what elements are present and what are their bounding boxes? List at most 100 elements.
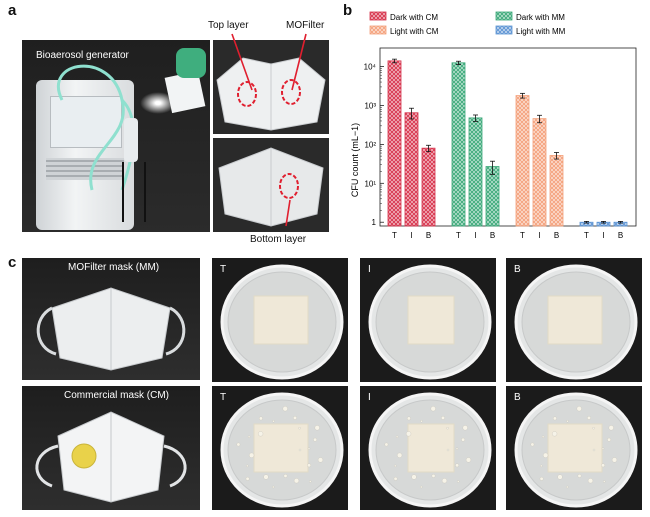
cm-mask-photo: Commercial mask (CM) (22, 386, 200, 510)
colony (307, 463, 311, 468)
colony (406, 431, 412, 437)
y-tick-label: 10¹ (364, 179, 376, 188)
highlight-circle-filter (281, 79, 301, 105)
colony (263, 474, 269, 480)
colony (407, 416, 411, 421)
colony (457, 480, 460, 483)
nebulizer (124, 118, 138, 162)
petri-plate: B (506, 386, 642, 510)
bottom-layer-label: Bottom layer (250, 234, 307, 245)
x-tick-label: B (426, 231, 431, 240)
highlight-circle-bottom (279, 173, 299, 199)
x-tick-label: B (554, 231, 559, 240)
colony (397, 452, 403, 458)
x-tick-label: I (410, 231, 412, 240)
colony (236, 442, 241, 447)
colony (393, 476, 398, 481)
petri-drawing (514, 392, 638, 508)
filter-square (407, 295, 455, 345)
colony (258, 431, 264, 437)
colony (446, 448, 450, 452)
petri-drawing (220, 264, 344, 380)
colony (395, 435, 399, 438)
colony (541, 435, 545, 438)
bar (404, 112, 419, 227)
colony (608, 425, 614, 431)
highlight-circle-top (237, 81, 257, 107)
colony (592, 448, 596, 452)
colony (540, 464, 543, 468)
colony (282, 406, 288, 412)
bar (515, 95, 530, 227)
mm-mask-drawing (36, 287, 186, 371)
plate-label: B (514, 264, 521, 275)
x-tick-label: T (584, 231, 589, 240)
bar (532, 118, 547, 227)
colony (430, 406, 436, 412)
petri-drawing (220, 392, 344, 508)
x-tick-label: T (392, 231, 397, 240)
y-tick-label: 10² (364, 140, 376, 149)
x-tick-label: I (538, 231, 540, 240)
glove-hand (176, 48, 206, 78)
y-axis-label: CFU count (mL−1) (350, 123, 360, 197)
colony (298, 427, 301, 430)
colony (566, 485, 569, 489)
plot-frame (379, 47, 637, 227)
legend-swatch (495, 11, 513, 21)
cfu-bar-chart: Dark with CM Dark with MM Light with CM Lig… (350, 11, 637, 240)
filter-square (253, 423, 309, 473)
mask-bottom-photo (213, 138, 329, 232)
filter-square (547, 295, 603, 345)
colony (611, 457, 618, 463)
top-layer-label: Top layer (208, 20, 249, 31)
colony (314, 425, 320, 431)
x-tick-label: B (490, 231, 495, 240)
cm-mask-label: Commercial mask (CM) (64, 390, 169, 401)
colony (446, 427, 449, 430)
colony (431, 474, 436, 478)
colony (411, 474, 417, 480)
tripod (122, 162, 146, 222)
legend-swatch (369, 25, 387, 35)
bar (451, 62, 466, 227)
colony (465, 457, 472, 463)
colony (247, 435, 251, 438)
colony (420, 485, 423, 489)
legend-label: Light with MM (516, 27, 566, 36)
colony (592, 427, 595, 430)
colony (552, 431, 558, 437)
colony (462, 425, 468, 431)
colony (601, 447, 605, 450)
bar (421, 147, 436, 227)
colony (553, 416, 557, 421)
panel-letter-b: b (343, 2, 353, 19)
chart-legend: Dark with CM Dark with MM Light with CM Lig… (369, 11, 566, 36)
x-tick-label: B (618, 231, 623, 240)
colony (293, 416, 297, 420)
mm-mask-photo: MOFilter mask (MM) (22, 258, 200, 380)
mm-mask-label: MOFilter mask (MM) (68, 262, 160, 273)
mask-top-photo (213, 40, 329, 134)
legend-label: Dark with CM (390, 13, 438, 22)
panel-letter-a: a (8, 2, 17, 19)
plate-label: T (220, 264, 227, 275)
filter-square (253, 295, 309, 345)
colony (441, 416, 445, 420)
colony (601, 463, 605, 468)
colony (603, 480, 606, 483)
petri-plate: I (360, 386, 496, 510)
colony (259, 416, 263, 421)
colony (566, 420, 569, 423)
colony (246, 464, 249, 468)
x-tick-label: T (456, 231, 461, 240)
colony (587, 478, 594, 484)
colony (293, 478, 300, 484)
colony (272, 420, 275, 423)
y-tick-label: 1 (372, 218, 377, 227)
mist-cloud (140, 92, 176, 114)
plate-label: I (368, 392, 371, 403)
chart-axes: 1 10¹ 10² 10³ 10⁴ T I B T I B T I B T I B (364, 47, 637, 240)
petri-plate: B (506, 258, 642, 382)
colony (576, 406, 582, 412)
